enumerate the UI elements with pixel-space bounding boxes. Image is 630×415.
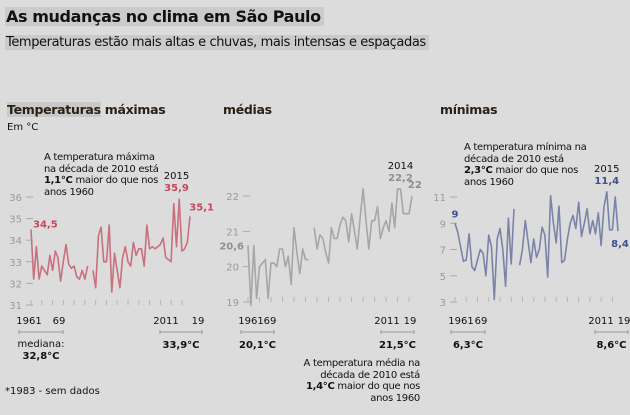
panel-title-max-rest: máximas [100, 102, 166, 117]
panel-title-max-highlight: Temperaturas [7, 102, 101, 117]
series-line-mean [313, 188, 413, 264]
y-tick-label: 3 [440, 298, 446, 309]
note-min-pre: A temperatura mínima na década de 2010 e… [464, 142, 587, 165]
x-tick-label: 1961 [16, 316, 41, 327]
data-label: 34,5 [33, 219, 58, 230]
y-tick-label: 33 [9, 258, 22, 269]
decade-value: 8,6°C [596, 340, 626, 351]
series-line-min [454, 208, 515, 301]
data-label: 9 [452, 209, 459, 220]
data-label-year: 2015 [594, 164, 619, 175]
note-min-bold: 2,3°C [464, 165, 493, 176]
y-tick-label: 21 [226, 227, 239, 238]
y-tick-label: 19 [226, 298, 239, 309]
x-tick-label: 1961 [238, 316, 263, 327]
note-mean: A temperatura média na década de 2010 es… [300, 358, 421, 404]
note-max-bold: 1,1°C [44, 175, 73, 186]
x-tick-label: 1961 [448, 316, 473, 327]
data-label: 22,2 [388, 173, 413, 184]
data-label-year: 2014 [388, 161, 413, 172]
series-line-min [518, 191, 619, 278]
y-tick-label: 35 [9, 215, 22, 226]
y-tick-label: 5 [440, 272, 446, 283]
decade-prefix: mediana: [18, 339, 65, 350]
y-tick-label: 11 [433, 193, 446, 204]
series-line-max [92, 198, 191, 293]
page-subtitle: Temperaturas estão mais altas e chuvas, … [5, 35, 429, 50]
decade-value: 32,8°C [22, 351, 59, 362]
x-tick-label: 2011 [588, 316, 613, 327]
note-mean-bold: 1,4°C [305, 381, 335, 392]
data-label: 11,4 [594, 176, 619, 187]
x-tick-label: 19 [404, 316, 417, 327]
data-label: 20,6 [219, 241, 244, 252]
series-line-mean [247, 227, 309, 307]
x-tick-label: 69 [475, 316, 488, 327]
note-mean-post: maior do que nos anos 1960 [334, 381, 420, 404]
data-label: 35,9 [164, 183, 189, 194]
y-tick-label: 22 [226, 192, 239, 203]
x-tick-label: 2011 [153, 316, 178, 327]
x-tick-label: 2011 [374, 316, 399, 327]
panel-title-max: Temperaturas máximas [7, 102, 166, 117]
x-tick-label: 19 [618, 316, 630, 327]
panel-title-mean: médias [223, 102, 272, 117]
series-line-max [30, 229, 89, 283]
decade-value: 33,9°C [162, 340, 199, 351]
note-max: A temperatura máxima na década de 2010 e… [44, 152, 168, 198]
unit-label: Em °C [7, 122, 39, 133]
y-tick-label: 31 [9, 301, 22, 312]
data-label-year: 2015 [164, 171, 189, 182]
y-tick-label: 36 [9, 193, 22, 204]
note-min: A temperatura mínima na década de 2010 e… [464, 142, 588, 188]
y-tick-label: 34 [9, 236, 22, 247]
note-max-pre: A temperatura máxima na década de 2010 e… [44, 152, 159, 175]
y-tick-label: 32 [9, 279, 22, 290]
note-max-post: maior do que nos anos 1960 [44, 175, 159, 198]
footnote: *1983 - sem dados [5, 386, 100, 397]
data-label: 35,1 [189, 202, 214, 213]
x-tick-label: 69 [53, 316, 66, 327]
y-tick-label: 9 [440, 219, 446, 230]
decade-value: 20,1°C [239, 340, 276, 351]
panel-title-min: mínimas [440, 102, 498, 117]
page-title: As mudanças no clima em São Paulo [5, 7, 324, 26]
data-label: 8,4 [611, 239, 629, 250]
decade-value: 21,5°C [379, 340, 416, 351]
note-mean-pre: A temperatura média na década de 2010 es… [303, 358, 421, 381]
data-label: 22 [408, 180, 422, 191]
note-min-post: maior do que nos anos 1960 [464, 165, 579, 188]
x-tick-label: 69 [264, 316, 277, 327]
decade-value: 6,3°C [453, 340, 483, 351]
y-tick-label: 20 [226, 263, 239, 274]
x-tick-label: 19 [192, 316, 205, 327]
y-tick-label: 7 [440, 246, 446, 257]
